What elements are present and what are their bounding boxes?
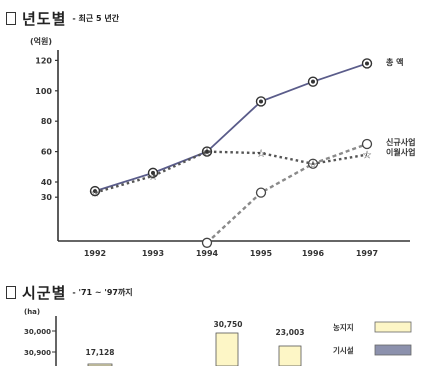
point-total xyxy=(361,58,373,69)
series-label-right: 이월사업 xyxy=(386,147,415,157)
point-total xyxy=(89,185,101,197)
series-label-right: 총 액 xyxy=(386,57,404,67)
y-tick-label: 60 xyxy=(41,148,53,157)
y-tick-label: 100 xyxy=(35,87,52,96)
x-tick-label: 1995 xyxy=(250,249,273,258)
legend-swatch xyxy=(374,344,412,356)
x-tick-label: 1994 xyxy=(196,249,219,258)
y-axis-label: (억원) xyxy=(30,36,52,46)
point-star: ☆ xyxy=(90,187,100,200)
legend-swatch xyxy=(374,321,412,333)
y-tick-label: 30 xyxy=(41,193,53,202)
legend-label: 농지지 xyxy=(333,322,354,332)
series-label-right: 신규사업 xyxy=(386,137,415,147)
section-title-yearly: 년도별 - 최근 5 년간 xyxy=(6,8,119,29)
y-axis-label: (ha) xyxy=(24,308,40,316)
point-new xyxy=(201,237,213,248)
section-title-by-county: 시군별 - '71 ~ '97까지 xyxy=(6,282,133,303)
bar-value-label: 17,128 xyxy=(86,348,115,357)
point-total xyxy=(307,76,319,87)
x-tick-label: 1992 xyxy=(84,249,106,258)
y-tick-label: 40 xyxy=(41,178,53,187)
point-new xyxy=(361,138,373,150)
bar-value-label: 23,003 xyxy=(276,328,305,337)
y-tick-label: 80 xyxy=(41,117,53,126)
y-tick-label: 30,000 xyxy=(24,328,51,336)
point-total xyxy=(201,146,213,157)
series-line-1 xyxy=(206,142,368,244)
point-star: ☆ xyxy=(256,147,266,160)
point-total xyxy=(255,96,267,107)
bar xyxy=(278,345,302,366)
checkbox-mark-icon xyxy=(6,12,16,25)
y-tick-label: 120 xyxy=(35,56,52,65)
y-tick-label: 30,900 xyxy=(24,349,51,357)
series-line-2 xyxy=(94,150,368,194)
point-star: ☆ xyxy=(362,149,372,162)
x-tick-label: 1993 xyxy=(142,249,164,258)
bar-value-label: 30,750 xyxy=(214,320,243,329)
x-tick-label: 1996 xyxy=(302,249,325,258)
yearly-line-chart: (억원) 30 40 60 80 100 120 1992 1993 1994 1995 1996 19… xyxy=(30,36,415,258)
x-tick-label: 1997 xyxy=(356,249,378,258)
point-new xyxy=(255,187,267,198)
point-star: ☆ xyxy=(308,158,318,171)
series-line-0 xyxy=(94,62,368,192)
legend-label: 기시설 xyxy=(333,345,354,355)
bar xyxy=(215,332,239,366)
checkbox-mark-icon xyxy=(6,286,16,299)
point-star: ☆ xyxy=(202,146,212,159)
point-star: ☆ xyxy=(148,170,158,183)
